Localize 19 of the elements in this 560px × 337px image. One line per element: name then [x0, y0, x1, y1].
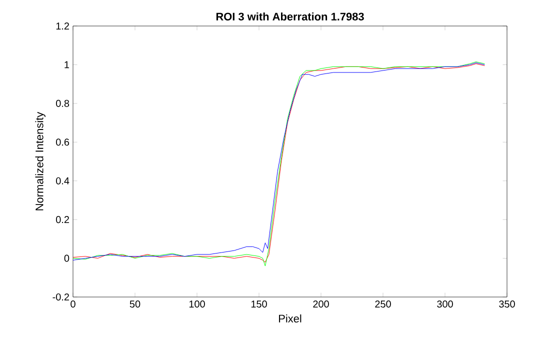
y-tick-label: 1.2: [56, 22, 69, 30]
x-tick-label: 100: [189, 300, 205, 308]
x-tick-label: 150: [251, 300, 267, 308]
x-tick-label: 250: [375, 300, 391, 308]
y-tick-label: 0.4: [56, 177, 70, 184]
y-tick-label: 0.2: [56, 216, 69, 224]
x-tick-label: 200: [313, 300, 329, 308]
y-tick-label: 1: [64, 61, 70, 68]
x-tick-label: 350: [499, 300, 515, 308]
y-tick-label: -0.2: [52, 293, 69, 301]
chart-title: ROI 3 with Aberration 1.7983: [216, 12, 364, 21]
y-tick-label: 0.8: [56, 100, 70, 107]
y-tick-label: 0.6: [56, 138, 70, 146]
y-tick-label: 0: [64, 254, 70, 262]
y-axis-title: Normalized Intensity: [35, 112, 46, 210]
x-axis-title: Pixel: [279, 314, 302, 322]
x-tick-label: 0: [70, 300, 76, 308]
x-tick-label: 300: [437, 300, 453, 308]
x-tick-label: 50: [130, 300, 140, 308]
